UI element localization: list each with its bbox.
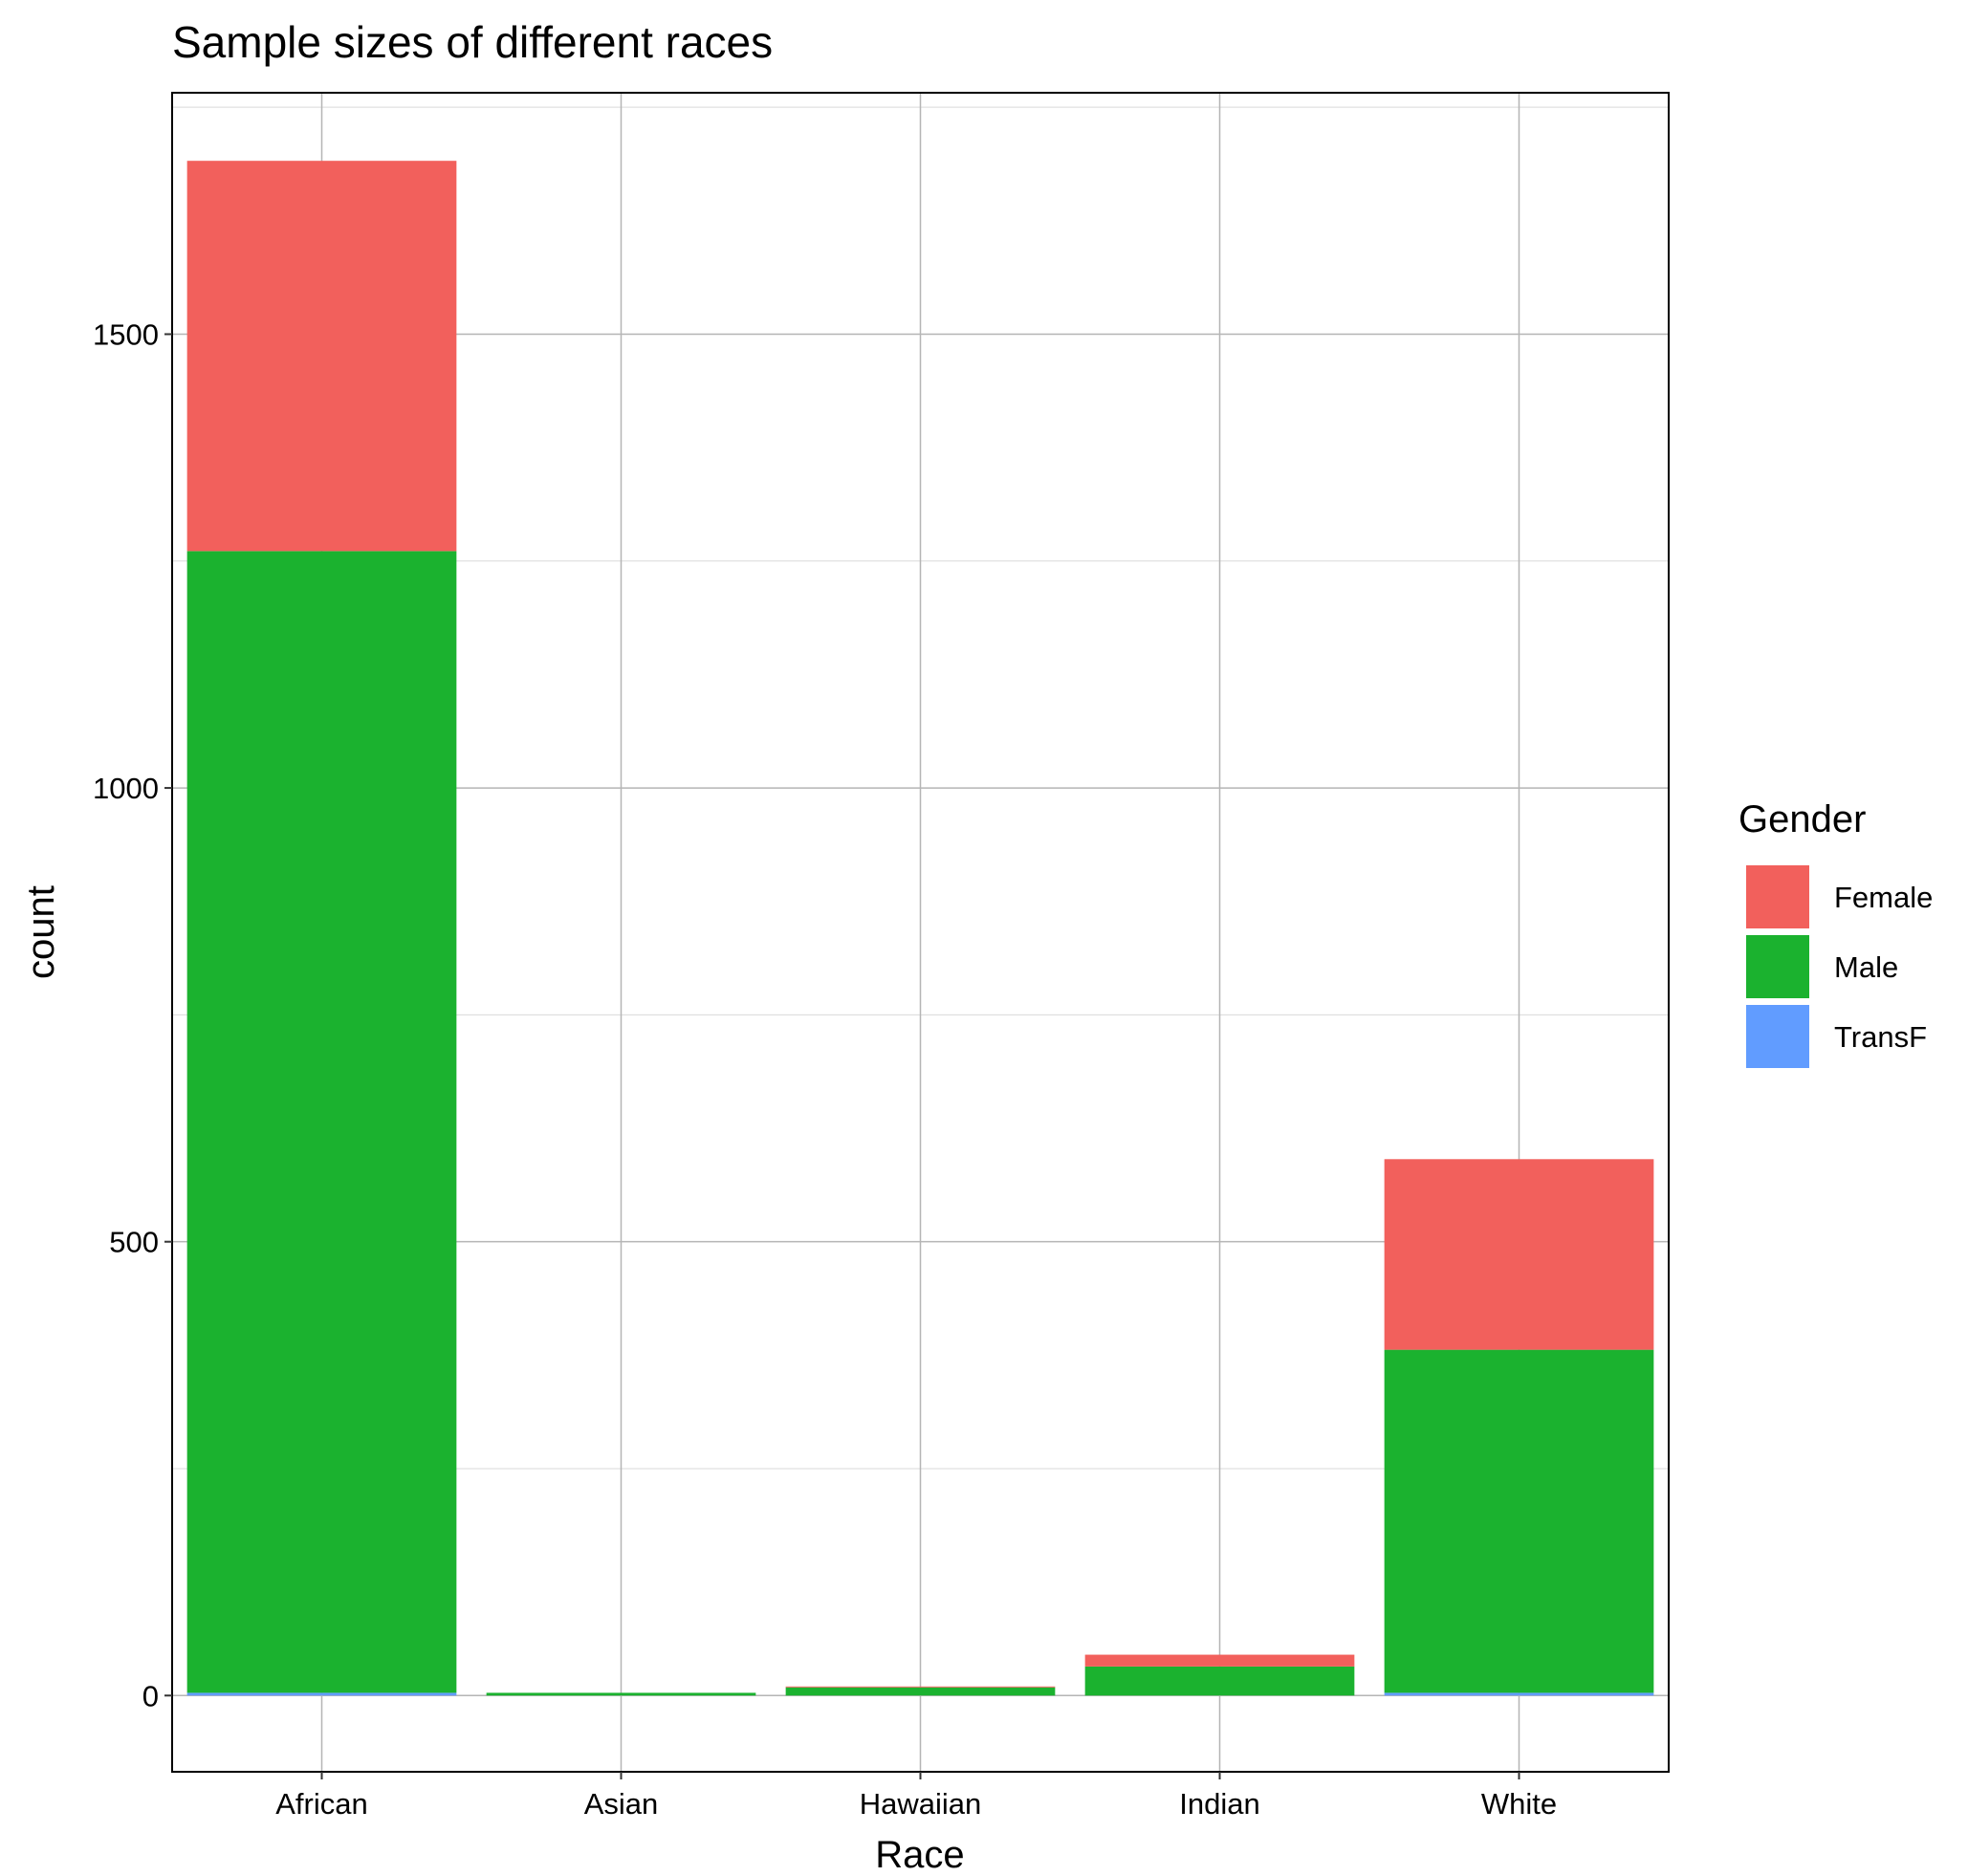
x-axis-title: Race bbox=[875, 1834, 964, 1876]
bar-hawaiian-male bbox=[785, 1687, 1056, 1696]
legend-title: Gender bbox=[1738, 798, 1866, 840]
bar-african-transf bbox=[186, 1692, 457, 1696]
bar-african-male bbox=[186, 551, 457, 1693]
legend-swatch-female bbox=[1746, 865, 1809, 928]
y-tick-label: 1000 bbox=[93, 772, 159, 805]
x-tick-label: Hawaiian bbox=[860, 1787, 982, 1821]
legend-label-transf: TransF bbox=[1834, 1020, 1927, 1054]
x-axis: African Asian Hawaiian Indian White bbox=[275, 1772, 1557, 1821]
bar-asian-male bbox=[486, 1692, 756, 1696]
legend-label-female: Female bbox=[1834, 881, 1933, 914]
y-tick-label: 1500 bbox=[93, 317, 159, 351]
y-axis: 0 500 1000 1500 bbox=[93, 317, 172, 1712]
bar-white-male bbox=[1384, 1349, 1654, 1693]
y-tick-label: 0 bbox=[142, 1679, 159, 1712]
bar-indian-male bbox=[1084, 1666, 1355, 1696]
x-tick-label: Asian bbox=[584, 1787, 659, 1821]
chart-title: Sample sizes of different races bbox=[172, 17, 773, 67]
x-tick-label: African bbox=[275, 1787, 367, 1821]
bar-african-female bbox=[186, 161, 457, 552]
x-tick-label: White bbox=[1481, 1787, 1557, 1821]
bar-white-female bbox=[1384, 1159, 1654, 1350]
legend: Gender Female Male TransF bbox=[1738, 798, 1933, 1068]
bar-white-transf bbox=[1384, 1692, 1654, 1696]
x-tick-label: Indian bbox=[1179, 1787, 1259, 1821]
y-tick-label: 500 bbox=[109, 1226, 159, 1259]
legend-swatch-transf bbox=[1746, 1005, 1809, 1068]
bar-hawaiian-female bbox=[785, 1686, 1056, 1688]
bars bbox=[186, 161, 1654, 1696]
legend-swatch-male bbox=[1746, 935, 1809, 998]
y-axis-title: count bbox=[20, 885, 62, 979]
legend-label-male: Male bbox=[1834, 950, 1898, 984]
bar-indian-female bbox=[1084, 1654, 1355, 1667]
legend-items: Female Male TransF bbox=[1746, 865, 1933, 1068]
